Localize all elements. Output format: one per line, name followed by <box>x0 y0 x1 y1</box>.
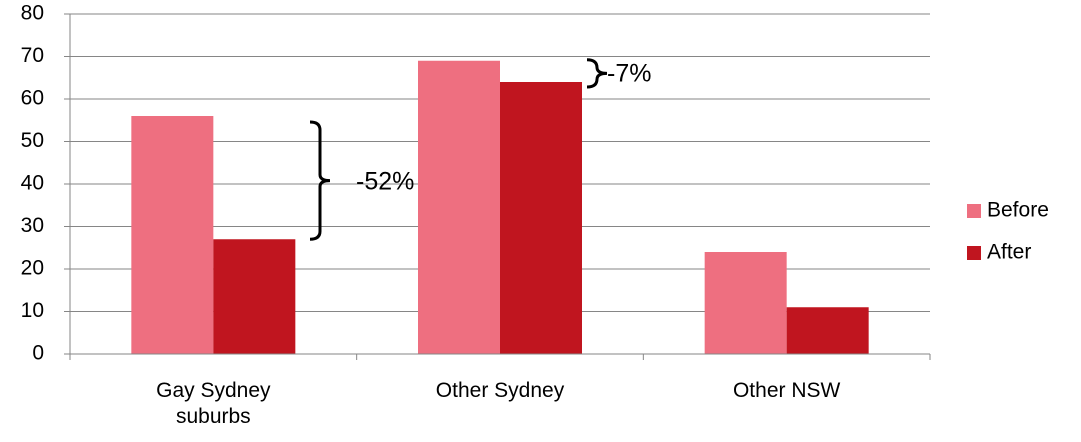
y-tick-label: 40 <box>21 172 44 195</box>
bracket <box>309 120 331 241</box>
annotation: -52% <box>356 168 414 196</box>
bar <box>786 307 869 354</box>
y-tick-label: 10 <box>21 299 44 322</box>
x-tick-label: Other Sydney <box>435 379 565 402</box>
y-tick-label: 70 <box>21 44 44 67</box>
y-tick-label: 20 <box>21 257 44 280</box>
legend-label: After <box>987 241 1031 264</box>
y-tick-label: 0 <box>32 342 44 365</box>
y-tick-label: 60 <box>21 87 44 110</box>
y-tick-label: 80 <box>21 2 44 25</box>
bar <box>131 116 214 354</box>
legend-swatch <box>967 204 981 218</box>
x-tick-label: Gay Sydney suburbs <box>156 379 271 428</box>
x-tick-label: Other NSW <box>732 379 841 402</box>
bar <box>500 82 582 354</box>
y-tick-label: 50 <box>21 129 44 152</box>
bracket <box>586 58 608 89</box>
legend-swatch <box>967 246 981 260</box>
annotation: -7% <box>607 60 651 88</box>
bar <box>704 252 787 354</box>
legend-label: Before <box>987 199 1049 222</box>
bar <box>418 60 500 354</box>
bar <box>213 239 296 354</box>
y-tick-label: 30 <box>21 214 44 237</box>
